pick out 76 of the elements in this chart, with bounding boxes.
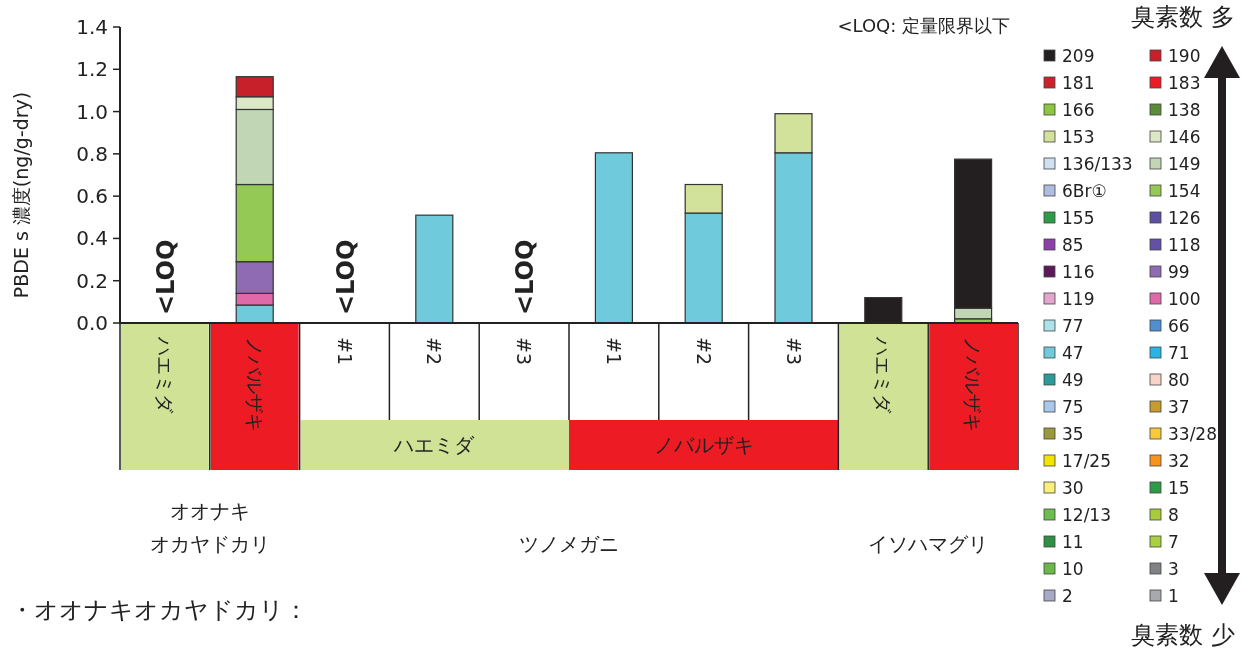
bar	[415, 214, 454, 324]
legend-label: 6Br①	[1062, 181, 1107, 201]
y-tick-label: 1.4	[76, 15, 108, 39]
legend-label: 166	[1062, 100, 1095, 120]
x-tick-label: ハエミダ	[872, 336, 895, 414]
text: オオナキ	[169, 499, 250, 523]
text: ツノメガニ	[519, 532, 619, 556]
legend-label: 1	[1168, 586, 1179, 606]
legend-label: 85	[1062, 235, 1084, 255]
legend-label: 3	[1168, 559, 1179, 579]
annotation: <LOQ: 定量限界以下	[837, 15, 1010, 36]
legend-label: 155	[1062, 208, 1095, 228]
legend-label: 66	[1168, 316, 1190, 336]
legend-label: 33/28	[1168, 424, 1217, 444]
legend-label: 17/25	[1062, 451, 1111, 471]
legend-label: 100	[1168, 289, 1201, 309]
text: ・オオナキオカヤドカリ：	[10, 596, 308, 624]
legend-label: 2	[1062, 586, 1073, 606]
legend-label: 116	[1062, 262, 1095, 282]
text: 臭素数 多	[1131, 3, 1235, 31]
legend-label: 8	[1168, 505, 1179, 525]
y-tick-label: 0.8	[76, 141, 108, 166]
legend-label: 99	[1168, 262, 1190, 282]
legend-label: 209	[1062, 46, 1095, 66]
legend-label: 149	[1168, 154, 1201, 174]
annotation: <LOQ	[511, 239, 540, 315]
legend-label: 146	[1168, 127, 1201, 147]
x-tick-label: ハエミダ	[153, 336, 176, 414]
y-tick-label: 0.0	[76, 311, 108, 335]
legend-label: 7	[1168, 532, 1179, 552]
legend-label: 30	[1062, 478, 1084, 498]
text: ノバルザキ	[653, 433, 754, 457]
legend-label: 71	[1168, 343, 1190, 363]
legend-label: 75	[1062, 397, 1084, 417]
legend-label: 119	[1062, 289, 1095, 309]
y-axis-title: PBDE s 濃度(ng/g-dry)	[10, 91, 32, 299]
legend-label: 37	[1168, 397, 1190, 417]
legend-label: 77	[1062, 316, 1084, 336]
x-tick-label: #1	[333, 337, 356, 366]
x-tick-label: #2	[692, 337, 715, 366]
legend-label: 35	[1062, 424, 1084, 444]
bar	[594, 152, 633, 324]
legend-label: 183	[1168, 73, 1201, 93]
legend-label: 154	[1168, 181, 1201, 201]
legend-label: 138	[1168, 100, 1201, 120]
x-tick-label: #1	[602, 337, 625, 366]
legend-label: 80	[1168, 370, 1190, 390]
x-tick-label: #3	[782, 337, 805, 366]
x-tick-label: ノバルザキ	[962, 337, 985, 432]
legend-label: 15	[1168, 478, 1190, 498]
legend-label: 118	[1168, 235, 1201, 255]
legend-label: 181	[1062, 73, 1095, 93]
legend-label: 136/133	[1062, 154, 1133, 174]
y-tick-label: 0.2	[76, 268, 108, 293]
y-tick-label: 1.0	[76, 99, 108, 124]
y-tick-label: 0.4	[76, 226, 108, 251]
y-tick-label: 1.2	[76, 57, 108, 82]
legend-label: 49	[1062, 370, 1084, 390]
x-tick-label: ノバルザキ	[243, 337, 266, 432]
annotation: <LOQ	[331, 239, 360, 315]
text: ハエミダ	[393, 433, 476, 457]
legend-label: 126	[1168, 208, 1201, 228]
legend-label: 47	[1062, 343, 1084, 363]
x-tick-label: #2	[423, 337, 446, 366]
legend-label: 153	[1062, 127, 1095, 147]
y-tick-label: 0.6	[76, 184, 108, 209]
text: 臭素数 少	[1131, 621, 1235, 649]
annotation: <LOQ	[151, 239, 180, 315]
legend-label: 32	[1168, 451, 1190, 471]
legend-label: 190	[1168, 46, 1201, 66]
legend-label: 11	[1062, 532, 1084, 552]
x-tick-label: #3	[513, 337, 536, 366]
text: イソハマグリ	[868, 532, 989, 556]
text: オカヤドカリ	[149, 532, 270, 556]
legend-label: 12/13	[1062, 505, 1111, 525]
legend-label: 10	[1062, 559, 1084, 579]
